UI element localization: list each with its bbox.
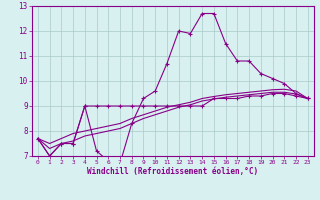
X-axis label: Windchill (Refroidissement éolien,°C): Windchill (Refroidissement éolien,°C) — [87, 167, 258, 176]
